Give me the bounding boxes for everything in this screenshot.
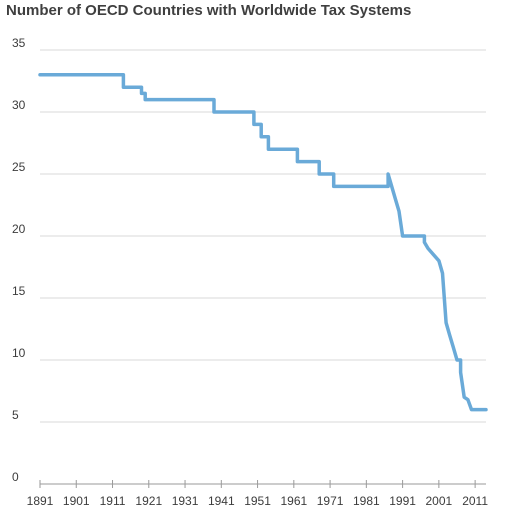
x-tick-label: 1891 [27,494,54,508]
x-tick-label: 1961 [280,494,307,508]
series-layer [38,73,488,412]
x-axis: 1891 1901 1911 1921 1931 1941 1951 1961 1971 1981… [27,480,488,508]
x-tick-label: 1991 [389,494,416,508]
x-tick-label: 1901 [63,494,90,508]
x-tick-label: 2001 [426,494,453,508]
x-tick-label: 1931 [172,494,199,508]
y-tick-label: 35 [12,36,26,50]
y-tick-label: 20 [12,222,26,236]
series-line [38,73,488,412]
x-tick-label: 1921 [135,494,162,508]
x-tick-label: 2011 [462,494,488,508]
y-axis-ticks: 0 5 10 15 20 25 30 35 [12,36,26,484]
y-tick-label: 5 [12,408,19,422]
x-tick-label: 1971 [317,494,344,508]
chart-title: Number of OECD Countries with Worldwide … [6,2,412,19]
x-tick-label: 1951 [244,494,271,508]
x-tick-label: 1981 [353,494,380,508]
y-tick-label: 15 [12,284,26,298]
y-tick-label: 0 [12,470,19,484]
y-tick-label: 25 [12,160,26,174]
x-tick-label: 1911 [100,494,126,508]
y-tick-label: 10 [12,346,26,360]
x-tick-label: 1941 [208,494,235,508]
y-tick-label: 30 [12,98,26,112]
